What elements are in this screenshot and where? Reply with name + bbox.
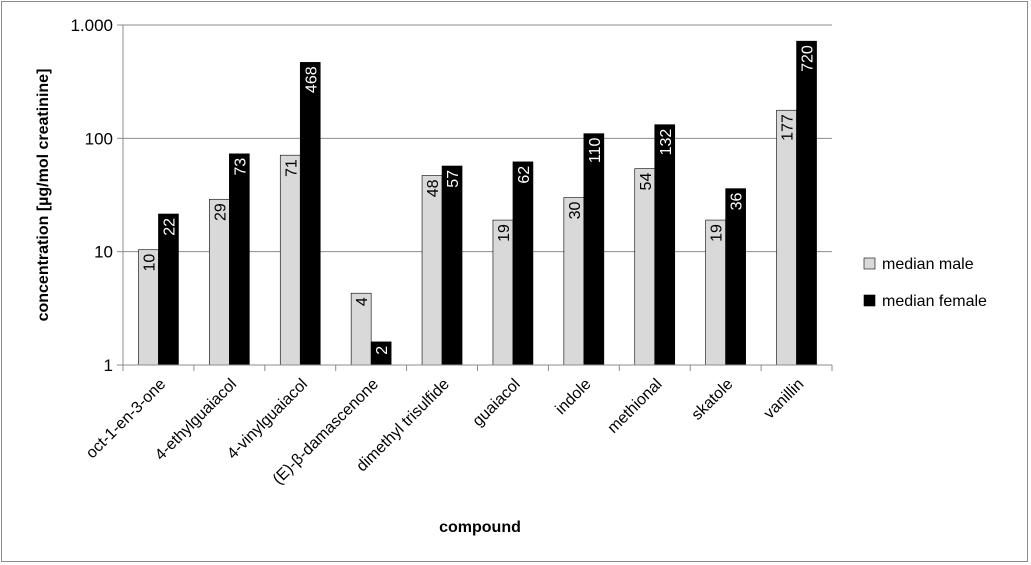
data-label-female-2: 73 — [232, 158, 249, 176]
data-label-female-8: 132 — [658, 129, 675, 156]
x-category-label: methional — [605, 376, 666, 437]
bar-male-8 — [634, 168, 656, 366]
bar-female-2 — [229, 153, 250, 366]
legend: median male median female — [863, 256, 987, 310]
bar-female-10 — [796, 40, 817, 366]
bar-female-3 — [299, 62, 321, 366]
legend-swatch-male — [863, 257, 876, 270]
x-category-label: guaiacol — [470, 376, 524, 430]
x-axis-title: compound — [439, 519, 521, 536]
data-label-female-7: 110 — [587, 138, 604, 164]
bar-male-7 — [563, 197, 585, 366]
x-category-label: skatole — [689, 376, 737, 424]
legend-label-male: median male — [882, 256, 974, 273]
data-label-male-3: 71 — [283, 159, 300, 177]
bar-male-5 — [421, 175, 443, 366]
y-tick-label: 100 — [85, 129, 113, 148]
bar-female-7 — [583, 133, 605, 366]
bars — [138, 40, 817, 366]
bar-male-10 — [776, 109, 797, 366]
data-label-male-9: 19 — [709, 224, 726, 242]
bar-female-8 — [654, 124, 676, 366]
x-category-label: indole — [552, 376, 594, 418]
data-label-male-10: 177 — [780, 114, 797, 141]
data-label-male-6: 19 — [496, 224, 513, 242]
data-label-female-1: 22 — [161, 218, 178, 236]
bar-female-5 — [441, 165, 463, 366]
data-label-female-9: 36 — [729, 193, 746, 211]
data-label-male-1: 10 — [141, 254, 158, 272]
y-axis-title: concentration [µg/mol creatinine] — [35, 69, 52, 322]
y-tick-label: 1.000 — [70, 16, 113, 35]
data-label-female-10: 720 — [800, 45, 817, 72]
data-label-female-4: 2 — [374, 346, 391, 355]
data-label-male-2: 29 — [212, 203, 229, 221]
x-axis-categories: oct-1-en-3-one4-ethylguaiacol4-vinylguai… — [83, 376, 807, 488]
data-label-female-6: 62 — [516, 166, 533, 184]
data-label-male-7: 30 — [567, 201, 584, 219]
axes — [117, 24, 833, 371]
bar-male-2 — [209, 198, 230, 366]
legend-label-female: median female — [882, 293, 987, 310]
legend-swatch-female — [863, 294, 876, 307]
y-tick-label: 1 — [104, 356, 113, 375]
data-label-male-4: 4 — [354, 297, 371, 306]
bar-female-6 — [512, 161, 534, 366]
data-label-female-5: 57 — [445, 170, 462, 188]
data-label-female-3: 468 — [303, 66, 320, 93]
data-label-male-5: 48 — [425, 179, 442, 197]
y-tick-label: 10 — [94, 243, 113, 262]
bar-male-3 — [279, 154, 301, 366]
y-axis-ticks: 1 10 100 1.000 — [70, 16, 113, 375]
x-category-label: vanillin — [761, 376, 808, 423]
data-label-male-8: 54 — [638, 173, 655, 191]
bar-female-9 — [725, 188, 746, 366]
